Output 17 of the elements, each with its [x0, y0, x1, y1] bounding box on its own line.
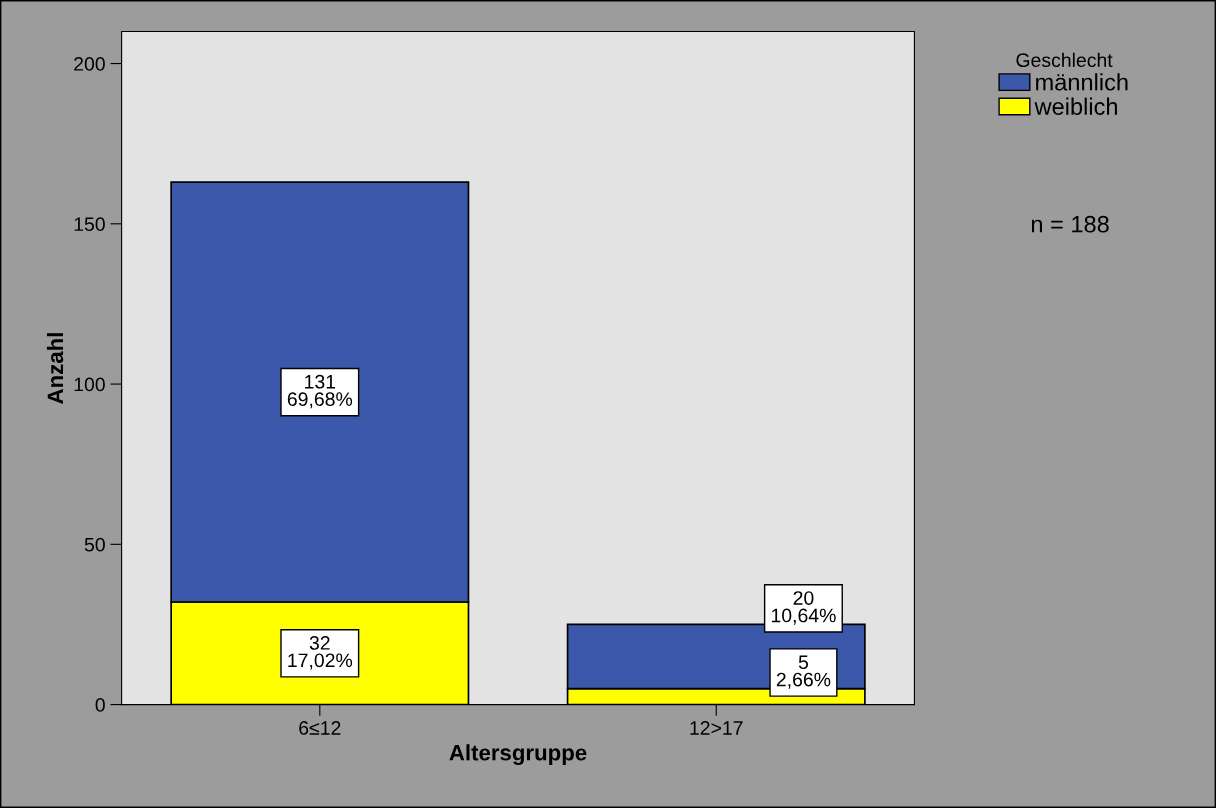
data-label: 32 17,02% — [288, 636, 353, 670]
x-axis-title: Altersgruppe — [449, 744, 587, 766]
y-tick-label: 150 — [74, 217, 105, 232]
data-label: 20 10,64% — [771, 591, 836, 625]
legend-title: Geschlecht — [1016, 52, 1113, 68]
legend-label: weiblich — [1034, 97, 1117, 115]
y-axis-title: Anzahl — [46, 333, 64, 404]
y-tick-label: 50 — [84, 537, 105, 552]
data-label: 131 69,68% — [287, 374, 353, 409]
y-tick-label: 0 — [95, 698, 105, 712]
y-tick-label: 200 — [74, 57, 105, 71]
x-tick-label: 12>17 — [690, 721, 743, 735]
data-label: 5 2,66% — [776, 655, 831, 689]
legend-label: männlich — [1036, 73, 1128, 91]
text: n = 188 — [1031, 215, 1109, 233]
y-tick-label: 100 — [74, 377, 105, 392]
x-tick-label: 6≤12 — [299, 721, 341, 735]
